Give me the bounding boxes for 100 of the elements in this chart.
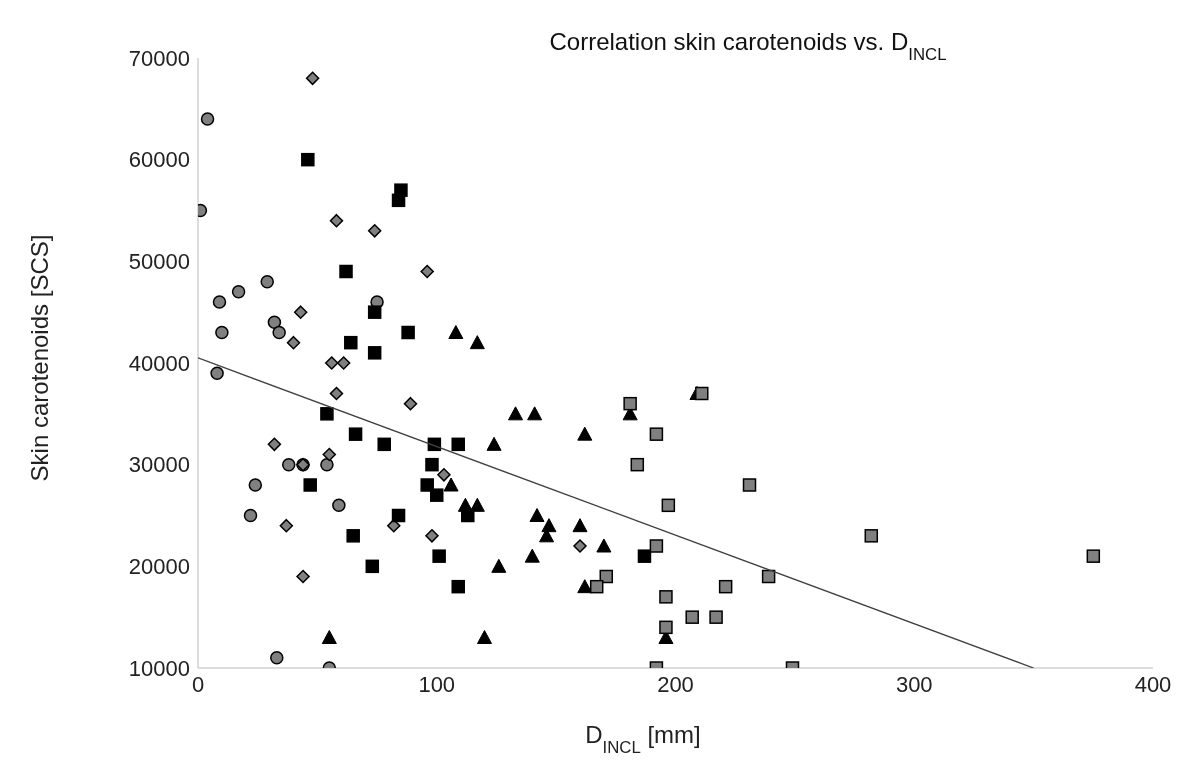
point [572,518,588,533]
point [469,497,485,512]
point [469,335,485,350]
point [324,356,339,370]
x-axis-title: D$_{INCL}$ [mm] [585,721,701,757]
point [437,468,451,482]
x-tick-label: 0 [191,671,205,697]
point [457,497,473,512]
point [231,285,246,299]
point [296,569,310,584]
point [718,579,733,594]
point [486,436,502,451]
point [589,579,604,594]
x-tick-label: 200 [657,671,694,697]
x-tick-label: 400 [1134,671,1172,697]
y-tick-label: 30000 [128,452,190,478]
point [448,325,464,339]
point [293,305,308,319]
point [329,386,344,401]
point [425,529,439,543]
point [709,610,723,624]
point [577,579,593,594]
point [596,538,612,553]
point [661,498,676,513]
point [742,478,757,492]
point [305,71,320,86]
point [267,437,282,452]
point [685,610,699,624]
point [321,630,337,644]
point [281,457,296,472]
y-tick-label: 10000 [128,655,190,681]
point [401,325,415,340]
point [391,193,406,208]
point [260,274,274,289]
point [367,224,382,238]
x-tick-label: 300 [895,671,933,697]
y-tick-label: 20000 [128,554,190,580]
x-tick-label: 100 [418,671,456,697]
point [391,508,406,523]
chart-title: Correlation skin carotenoids vs. D$_{INCL}$ [549,28,947,64]
point [346,529,360,543]
y-tick-label: 60000 [128,147,190,173]
point [527,406,543,421]
point [443,477,459,492]
point [377,437,391,452]
point [659,620,673,635]
point [279,518,294,533]
point [403,396,418,411]
point [212,295,227,309]
point [577,426,593,441]
point [508,406,524,421]
point [524,548,540,563]
y-tick-label: 70000 [128,45,190,71]
point [529,508,545,522]
point [270,651,284,665]
point [320,407,334,421]
point [630,457,645,472]
y-tick-label: 40000 [128,350,190,376]
y-axis-title: Skin carotenoids [SCS] [26,234,53,482]
point [339,264,353,279]
point [303,478,317,492]
point [348,427,363,441]
point [420,478,434,492]
point [200,112,215,126]
point [336,356,351,370]
point [322,447,337,462]
point [210,366,224,380]
point [623,396,637,411]
point [695,386,709,401]
point [329,213,344,228]
point [267,315,282,330]
point [365,559,380,574]
point [248,478,263,492]
point [420,264,434,279]
point [573,539,587,553]
point [1086,549,1101,563]
point [215,325,229,340]
point [301,152,315,167]
point [451,579,465,594]
point [451,437,465,452]
point [649,427,664,441]
point [659,590,673,604]
point [637,549,652,563]
point [425,457,439,472]
point [320,457,334,472]
point [477,630,492,644]
y-tick-label: 50000 [128,249,190,275]
point [491,558,507,573]
point [649,539,664,553]
point [367,346,382,360]
point [387,518,401,533]
point [332,498,346,513]
point [272,325,286,340]
point [243,508,258,523]
point [286,335,301,350]
point [367,305,382,319]
point [432,549,446,563]
point [864,529,879,543]
point [430,488,444,502]
point [344,335,358,350]
